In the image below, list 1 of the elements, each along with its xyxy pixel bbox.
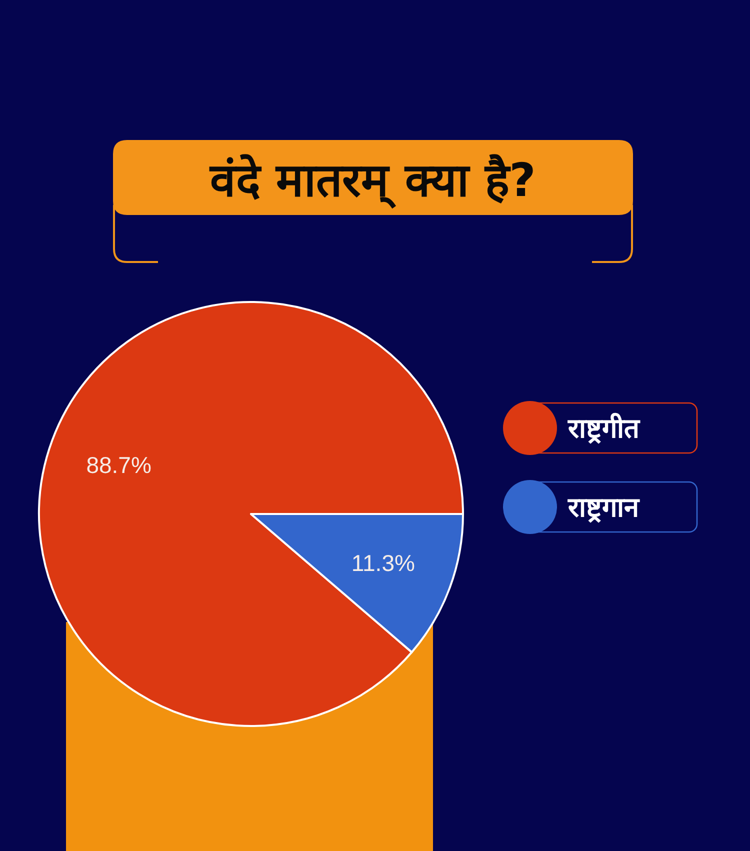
title: वंदे मातरम् क्या है? — [210, 153, 536, 207]
